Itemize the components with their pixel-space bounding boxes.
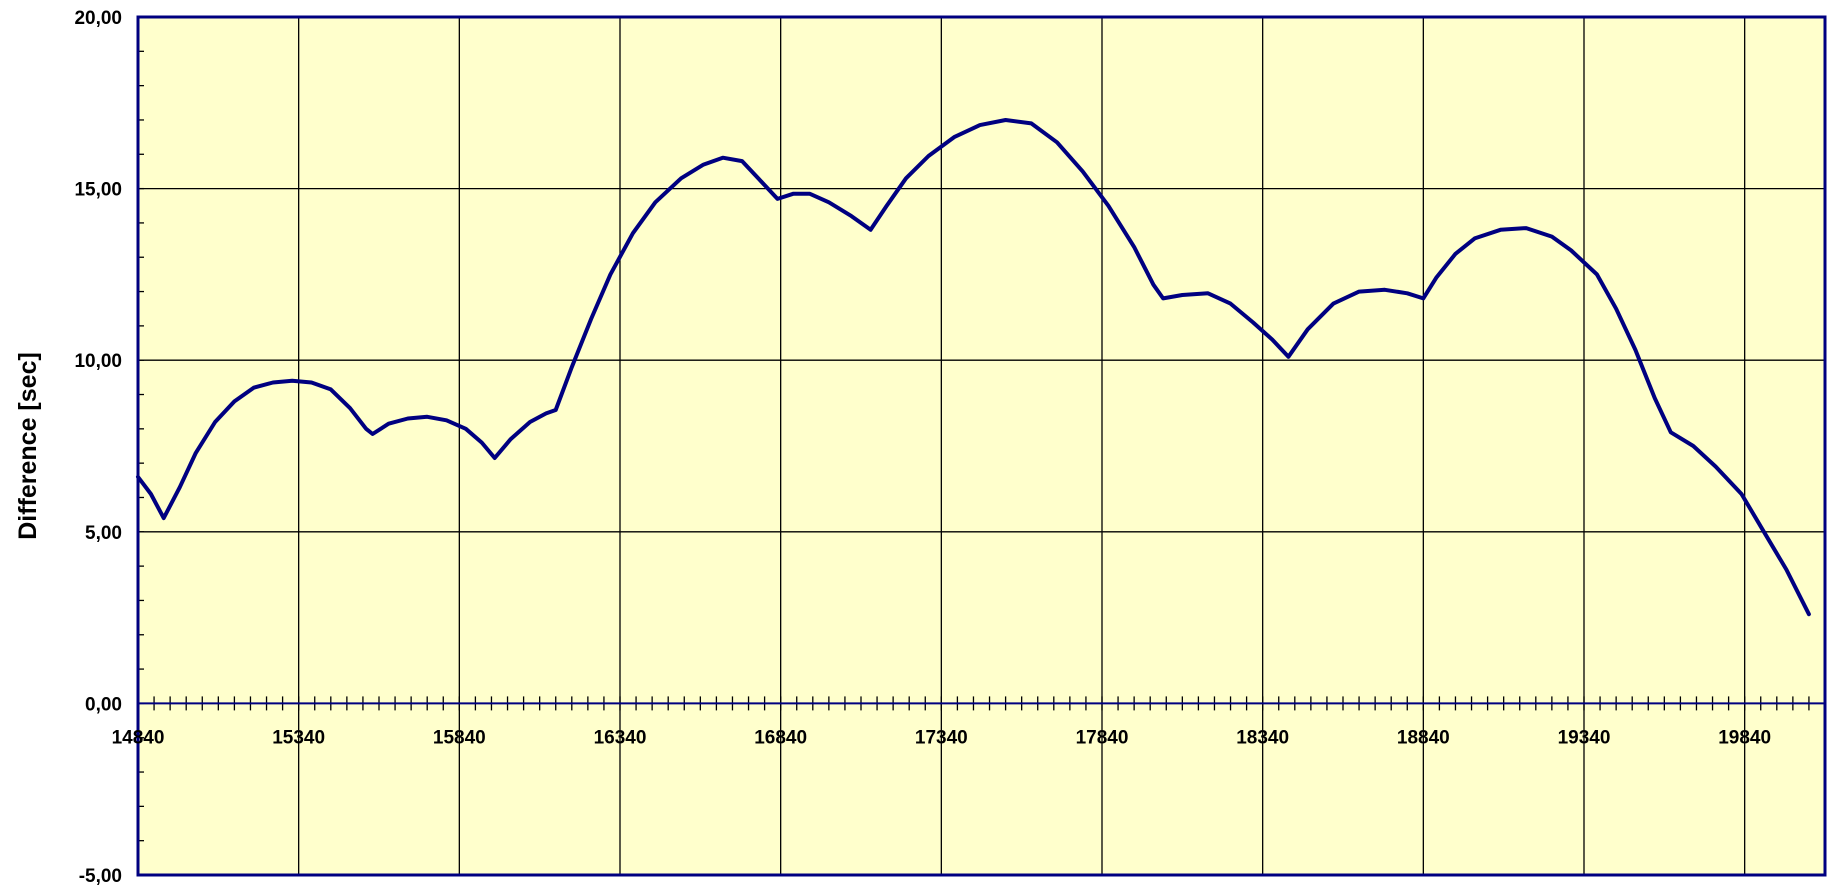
x-tick-label: 18840	[1397, 727, 1450, 748]
x-tick-label: 17840	[1076, 727, 1129, 748]
plot-area	[138, 17, 1825, 875]
x-tick-label: 16840	[754, 727, 807, 748]
x-tick-label: 18340	[1236, 727, 1289, 748]
x-tick-labels: 14840 15340 15840 16340 16840 17340 17840 18340…	[112, 727, 1772, 748]
y-tick-label: 10,00	[74, 351, 122, 372]
series-line	[136, 118, 1811, 617]
y-tick-label: 20,00	[74, 8, 122, 29]
y-tick-labels: -5,00 0,00 5,00 10,00 15,00 20,00	[74, 8, 122, 887]
x-tick-label: 15840	[433, 727, 486, 748]
x-tick-label: 14840	[112, 727, 165, 748]
x-tick-label: 19840	[1718, 727, 1771, 748]
x-tick-label: 17340	[915, 727, 968, 748]
y-axis-title: Difference [sec]	[14, 352, 42, 540]
y-tick-label: 15,00	[74, 180, 122, 201]
y-tick-label: 0,00	[85, 694, 122, 715]
x-tick-label: 16340	[594, 727, 647, 748]
y-tick-label: 5,00	[85, 523, 122, 544]
x-tick-label: 19340	[1558, 727, 1611, 748]
plot-frame	[136, 15, 1827, 877]
y-tick-label: -5,00	[79, 866, 122, 887]
x-tick-label: 15340	[272, 727, 325, 748]
